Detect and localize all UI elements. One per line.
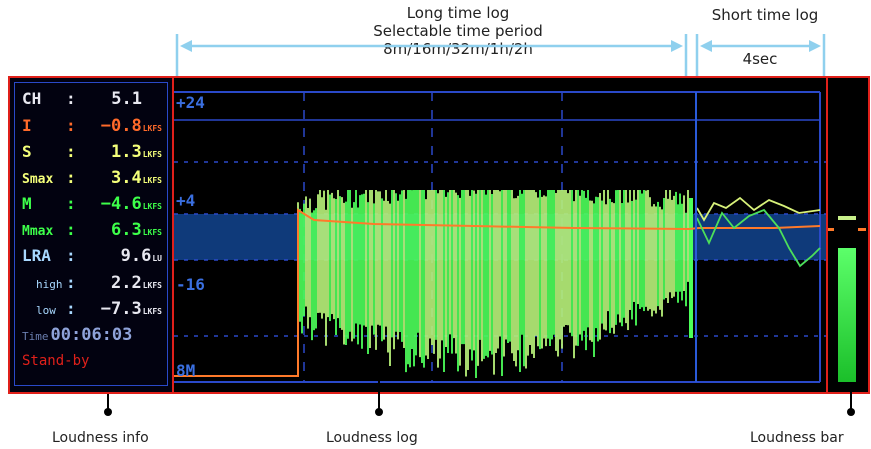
- loudness-log-panel: +24 +4 -16 8M: [172, 76, 830, 394]
- info-row-s: S: 1.3LKFS: [22, 142, 162, 164]
- info-value-number: −7.3: [100, 299, 142, 319]
- info-unit: LKFS: [142, 176, 162, 185]
- info-colon: :: [66, 246, 76, 265]
- info-value-number: 1.3: [111, 142, 142, 162]
- short-log-period: 4sec: [742, 50, 778, 68]
- long-log-line2: Selectable time period: [373, 22, 543, 40]
- info-colon: :: [66, 220, 76, 239]
- info-value: 2.2LKFS: [111, 273, 162, 293]
- log-leader: [378, 364, 380, 412]
- short-log-arrow-right: [809, 40, 821, 52]
- info-label: S: [22, 142, 32, 161]
- loudness-bar-target-mark: [858, 228, 866, 231]
- info-leader-dot: [104, 408, 112, 416]
- info-value-number: −4.6: [100, 194, 142, 214]
- short-log-arrow-left: [700, 40, 712, 52]
- loudness-info-readouts: CH:5.1 I: −0.8LKFS S:1.3LKFS Smax:3.4LKFS M: −…: [14, 82, 168, 386]
- time-label: Time: [22, 330, 49, 343]
- info-value-number: 5.1: [111, 89, 142, 109]
- meter-screen: CH:5.1 I: −0.8LKFS S:1.3LKFS Smax:3.4LKFS M: −…: [8, 76, 870, 394]
- bar-leader: [850, 386, 852, 412]
- info-value: 9.6LU: [121, 246, 162, 266]
- info-value: 5.1: [111, 89, 142, 109]
- loudness-bar-fill: [838, 248, 856, 382]
- info-label: LRA: [22, 246, 51, 265]
- info-row-low: low: −7.3LKFS: [22, 299, 162, 321]
- info-value-number: −0.8: [100, 116, 142, 136]
- loudness-info-panel: CH:5.1 I: −0.8LKFS S:1.3LKFS Smax:3.4LKFS M: −…: [8, 76, 176, 394]
- label-loudness-log: Loudness log: [326, 430, 418, 446]
- info-label: Mmax: [22, 224, 54, 239]
- long-log-arrow-left: [180, 40, 192, 52]
- long-log-title: Long time log Selectable time period 8m/…: [300, 4, 616, 58]
- info-row-m: M: −4.6LKFS: [22, 194, 162, 216]
- info-value: 6.3LKFS: [111, 220, 162, 240]
- status-text: Stand-by: [22, 353, 90, 369]
- short-log-title: Short time log: [711, 6, 819, 24]
- info-colon: :: [66, 142, 76, 161]
- time-value: 00:06:03: [50, 325, 133, 345]
- bar-leader-dot: [847, 408, 855, 416]
- scale-label: -16: [176, 275, 205, 294]
- loudness-bar-target-mark-left: [828, 228, 834, 231]
- info-row-time: Time 00:06:03: [22, 325, 132, 347]
- info-label: I: [22, 116, 32, 135]
- info-unit: LKFS: [142, 124, 162, 133]
- info-row-high: high: 2.2LKFS: [22, 273, 162, 295]
- info-value-number: 3.4: [111, 168, 142, 188]
- info-value: 1.3LKFS: [111, 142, 162, 162]
- loudness-log-graph: +24 +4 -16 8M: [174, 91, 828, 383]
- long-log-arrow-right: [671, 40, 683, 52]
- scale-label: +4: [176, 191, 195, 210]
- short-term-trace: [696, 196, 821, 222]
- scale-label: +24: [176, 93, 205, 112]
- info-unit: LKFS: [142, 150, 162, 159]
- info-colon: :: [66, 89, 76, 108]
- info-value: 3.4LKFS: [111, 168, 162, 188]
- info-label: Smax: [22, 172, 54, 187]
- info-colon: :: [66, 299, 76, 318]
- info-label: high: [36, 278, 63, 291]
- info-label: CH: [22, 89, 42, 108]
- long-log-line3: 8m/16m/32m/1h/2h: [383, 40, 533, 58]
- info-colon: :: [66, 116, 76, 135]
- info-unit: LKFS: [142, 281, 162, 290]
- info-value: −4.6LKFS: [101, 194, 162, 214]
- info-leader: [107, 394, 109, 412]
- info-value-number: 2.2: [111, 273, 142, 293]
- info-unit: LKFS: [142, 228, 162, 237]
- info-row-i: I: −0.8LKFS: [22, 116, 162, 138]
- loudness-bar-graph: [828, 216, 866, 382]
- info-row-ch: CH: 5.1: [22, 89, 162, 111]
- info-unit: LU: [152, 254, 162, 263]
- info-row-lra: LRA: 9.6LU: [22, 246, 162, 268]
- info-colon: :: [66, 194, 76, 213]
- momentary-loudness-trace: [297, 190, 693, 378]
- scale-label: 8M: [176, 361, 195, 380]
- loudness-bar-panel: [826, 76, 870, 394]
- log-leader-dot: [375, 408, 383, 416]
- integrated-loudness-line: [174, 208, 821, 377]
- info-colon: :: [66, 273, 76, 292]
- info-label: M: [22, 194, 32, 213]
- info-value: −0.8LKFS: [101, 116, 162, 136]
- info-value: −7.3LKFS: [101, 299, 162, 319]
- info-unit: LKFS: [142, 307, 162, 316]
- short-term-momentary-trace: [696, 208, 821, 268]
- info-colon: :: [66, 168, 76, 187]
- long-log-line1: Long time log: [406, 4, 510, 22]
- info-unit: LKFS: [142, 202, 162, 211]
- loudness-bar-peak: [838, 216, 856, 220]
- info-value-number: 9.6: [120, 246, 152, 266]
- info-row-mmax: Mmax: 6.3LKFS: [22, 220, 162, 242]
- info-row-smax: Smax: 3.4LKFS: [22, 168, 162, 190]
- info-value-number: 6.3: [111, 220, 142, 240]
- label-loudness-bar: Loudness bar: [750, 430, 844, 446]
- label-loudness-info: Loudness info: [52, 430, 149, 446]
- info-label: low: [36, 304, 56, 317]
